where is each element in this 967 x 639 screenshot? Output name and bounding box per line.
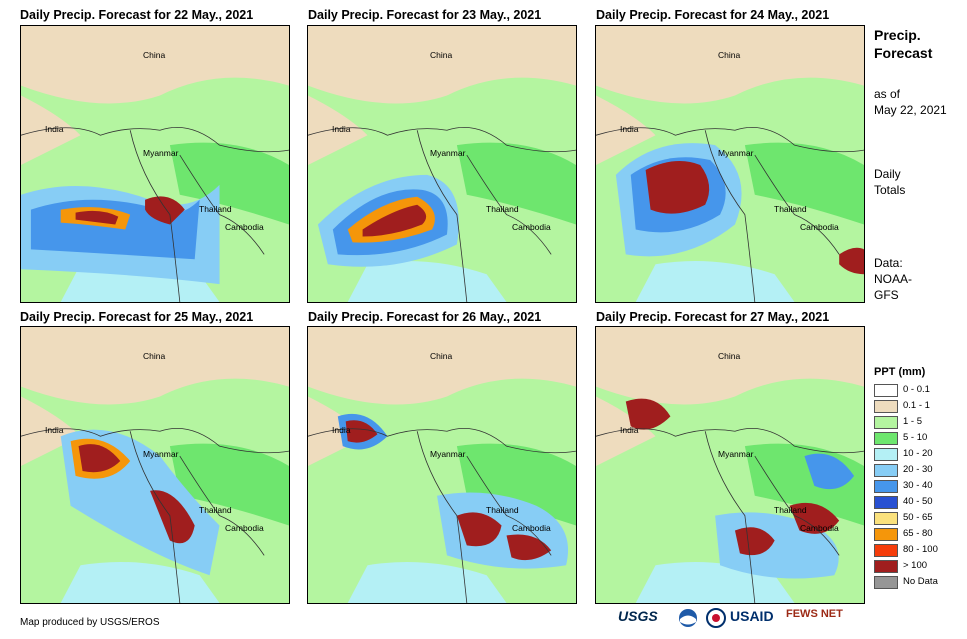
country-label-thailand: Thailand [486,505,519,515]
country-label-cambodia: Cambodia [225,523,264,533]
country-label-india: India [332,425,351,435]
data-line1: Data: [874,256,903,270]
noaa-logo [678,608,698,630]
country-label-myanmar: Myanmar [143,148,179,158]
panel-title-2: Daily Precip. Forecast for 23 May., 2021 [308,8,542,22]
panel-title-1: Daily Precip. Forecast for 22 May., 2021 [20,8,254,22]
data-line3: GFS [874,288,899,302]
legend-swatch [874,576,898,589]
data-source-text: Data: NOAA- GFS [874,255,912,303]
legend-label: No Data [903,576,938,587]
precip-map-graphic [308,327,576,603]
country-label-thailand: Thailand [486,204,519,214]
legend-label: 1 - 5 [903,416,923,427]
country-label-india: India [332,124,351,134]
country-label-china: China [430,351,453,361]
country-label-thailand: Thailand [199,204,232,214]
country-label-china: China [718,50,741,60]
country-label-myanmar: Myanmar [718,449,754,459]
country-label-china: China [430,50,453,60]
precip-map-graphic [308,26,576,302]
country-label-thailand: Thailand [774,505,807,515]
daily-line1: Daily [874,167,901,181]
side-title-line2: Forecast [874,45,933,61]
legend-swatch [874,464,898,477]
country-label-myanmar: Myanmar [718,148,754,158]
precip-map-graphic [596,26,864,302]
legend-label: 30 - 40 [903,480,933,491]
country-label-cambodia: Cambodia [800,222,839,232]
map-panel-4: China India Myanmar Thailand Cambodia [20,326,290,604]
country-label-thailand: Thailand [199,505,232,515]
footer-credit: Map produced by USGS/EROS [20,617,160,628]
panel-title-4: Daily Precip. Forecast for 25 May., 2021 [20,310,254,324]
country-label-china: China [143,351,166,361]
legend-swatch [874,528,898,541]
usgs-logo: USGS [618,608,658,624]
map-panel-5: China India Myanmar Thailand Cambodia [307,326,577,604]
country-label-india: India [620,425,639,435]
map-panel-2: China India Myanmar Thailand Cambodia [307,25,577,303]
legend-swatch [874,384,898,397]
country-label-china: China [718,351,741,361]
daily-totals-text: Daily Totals [874,166,905,198]
data-line2: NOAA- [874,272,913,286]
legend-title: PPT (mm) [874,366,926,378]
legend-swatch [874,400,898,413]
legend-label: 5 - 10 [903,432,928,443]
country-label-cambodia: Cambodia [512,523,551,533]
as-of-text: as of May 22, 2021 [874,86,947,118]
country-label-india: India [45,425,64,435]
legend-label: 65 - 80 [903,528,933,539]
legend-label: > 100 [903,560,928,571]
legend-swatch [874,496,898,509]
precip-map-graphic [596,327,864,603]
panel-title-5: Daily Precip. Forecast for 26 May., 2021 [308,310,542,324]
daily-line2: Totals [874,183,906,197]
country-label-myanmar: Myanmar [143,449,179,459]
legend-swatch [874,560,898,573]
legend-swatch [874,480,898,493]
side-title-line1: Precip. [874,27,921,43]
precip-map-graphic [21,26,289,302]
legend-swatch [874,448,898,461]
country-label-india: India [620,124,639,134]
as-of-line1: as of [874,87,901,101]
country-label-cambodia: Cambodia [800,523,839,533]
usaid-logo: USAID [730,608,774,624]
legend-label: 80 - 100 [903,544,938,555]
fewsnet-logo: FEWS NET [786,608,843,620]
country-label-china: China [143,50,166,60]
precip-map-graphic [21,327,289,603]
usaid-seal-logo [706,608,726,630]
country-label-india: India [45,124,64,134]
country-label-thailand: Thailand [774,204,807,214]
legend-swatch [874,544,898,557]
country-label-cambodia: Cambodia [225,222,264,232]
legend-swatch [874,416,898,429]
country-label-myanmar: Myanmar [430,449,466,459]
legend-label: 0.1 - 1 [903,400,930,411]
map-panel-6: China India Myanmar Thailand Cambodia [595,326,865,604]
country-label-cambodia: Cambodia [512,222,551,232]
legend-label: 50 - 65 [903,512,933,523]
map-panel-3: China India Myanmar Thailand Cambodia [595,25,865,303]
legend-swatch [874,512,898,525]
panel-title-6: Daily Precip. Forecast for 27 May., 2021 [596,310,830,324]
panel-title-3: Daily Precip. Forecast for 24 May., 2021 [596,8,830,22]
legend-label: 10 - 20 [903,448,933,459]
side-title: Precip. Forecast [874,26,932,62]
legend-label: 20 - 30 [903,464,933,475]
as-of-line2: May 22, 2021 [874,103,947,117]
legend-label: 40 - 50 [903,496,933,507]
legend-swatch [874,432,898,445]
legend-label: 0 - 0.1 [903,384,930,395]
map-panel-1: China India Myanmar Thailand Cambodia [20,25,290,303]
country-label-myanmar: Myanmar [430,148,466,158]
